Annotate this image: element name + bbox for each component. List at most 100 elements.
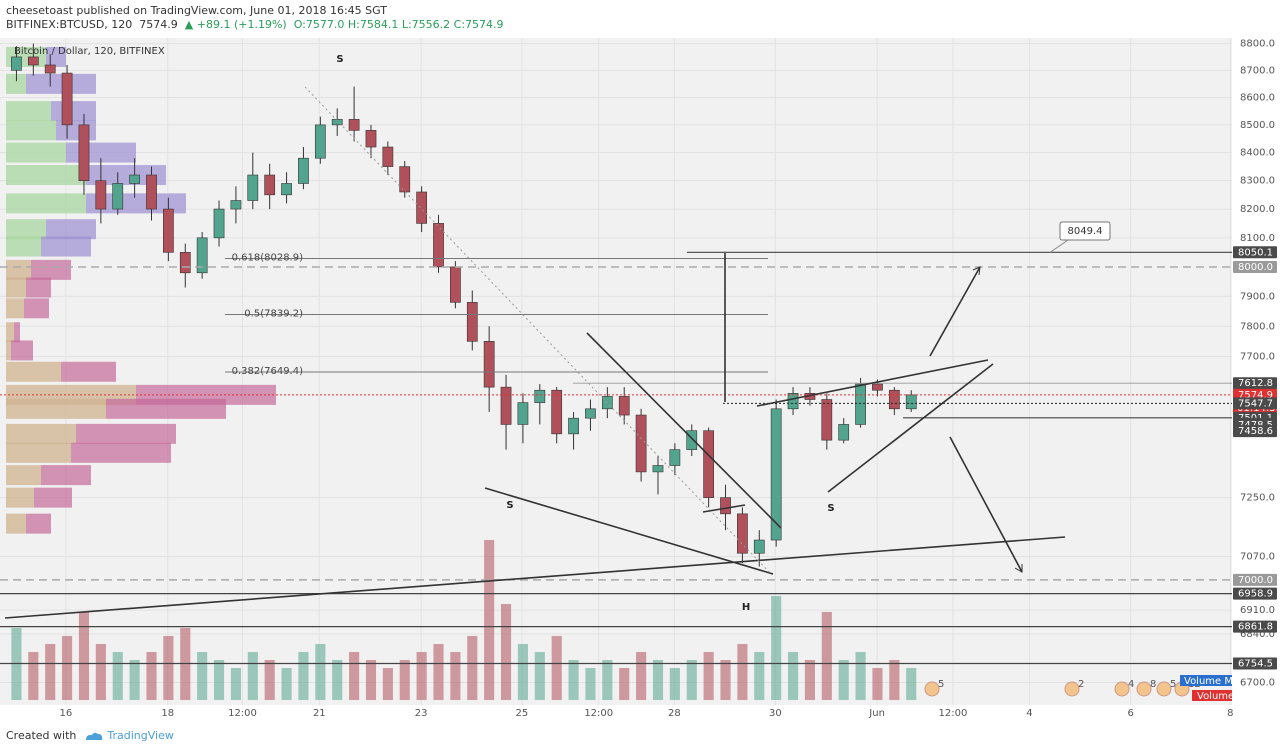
footer-created: Created with — [6, 729, 77, 742]
profile-up — [6, 465, 41, 486]
event-icon — [1136, 681, 1152, 697]
volume-bar — [45, 644, 56, 700]
profile-up — [6, 513, 26, 534]
x-tick-label: Jun — [868, 708, 885, 719]
volume-bar — [585, 668, 596, 700]
volume-bar — [230, 668, 241, 700]
candle-body — [585, 408, 596, 419]
candle-body — [298, 157, 309, 184]
candle-body — [770, 408, 782, 541]
candle-body — [601, 396, 613, 410]
price-tag-label: 6754.5 — [1238, 659, 1273, 670]
volume-bar — [146, 652, 157, 700]
event-count: 2 — [1078, 679, 1084, 690]
arrow-head — [1014, 564, 1023, 573]
volume-bar — [247, 652, 258, 700]
volume-bar — [754, 652, 765, 700]
callout-pointer — [1049, 239, 1069, 253]
profile-down — [71, 442, 171, 463]
price-tag — [1233, 246, 1277, 259]
candle-body — [872, 383, 883, 391]
candle-body — [618, 396, 630, 416]
event-icon — [1114, 681, 1130, 697]
candle-body — [163, 208, 174, 253]
volume-bar — [264, 660, 275, 700]
volume-bar — [129, 660, 140, 700]
callout-label: 8049.4 — [1068, 226, 1103, 237]
profile-up — [6, 340, 11, 361]
volume-bar — [28, 652, 39, 700]
x-tick-label: 8 — [1227, 708, 1233, 719]
volume-bar — [821, 612, 832, 700]
candle-body — [703, 430, 714, 498]
volume-bar — [906, 668, 917, 700]
volume-bar — [703, 652, 714, 700]
candle-body — [534, 389, 546, 403]
pattern-label: S — [506, 500, 513, 511]
candle-body — [787, 393, 799, 410]
volume-bar — [78, 612, 90, 700]
volume-bar — [500, 604, 512, 700]
pattern-label: H — [742, 602, 750, 613]
volume-bar — [112, 652, 123, 700]
profile-down — [34, 487, 72, 508]
price-tag — [1233, 657, 1277, 670]
price-tag — [1233, 620, 1277, 633]
y-tick-label: 8500.0 — [1240, 120, 1275, 131]
candle-body — [517, 402, 529, 425]
y-tick-label: 6840.0 — [1240, 629, 1275, 640]
x-tick-label: 18 — [161, 708, 174, 719]
trendline — [702, 504, 746, 513]
profile-down — [26, 277, 51, 298]
candle-body — [466, 302, 478, 342]
candle-body — [450, 266, 461, 303]
logo — [85, 732, 103, 740]
candle-body — [146, 174, 157, 210]
byline: cheesetoast published on TradingView.com… — [6, 4, 387, 17]
candle-body — [44, 64, 56, 74]
volume-bar — [636, 652, 647, 700]
event-count: 5 — [938, 679, 944, 690]
volume-bar — [686, 660, 697, 700]
profile-up — [6, 361, 61, 382]
price-tag — [1233, 260, 1277, 273]
event-count: 8 — [1150, 679, 1156, 690]
volume-bar — [95, 644, 106, 700]
candle-body — [551, 389, 563, 435]
profile-down — [41, 465, 91, 486]
volume-bar — [298, 652, 309, 700]
volume-bar — [787, 652, 799, 700]
candle-body — [264, 174, 276, 196]
profile-up — [6, 259, 31, 280]
volume-bar — [450, 652, 461, 700]
fib-label: 0.382(7649.4) — [232, 366, 304, 377]
event-count: 4 — [1128, 679, 1134, 690]
trendline — [756, 359, 989, 407]
trendline — [4, 536, 1066, 619]
volume-bar — [534, 652, 545, 700]
candle-body — [314, 124, 326, 159]
price-tag — [1233, 573, 1277, 586]
volume-bar — [399, 660, 410, 700]
y-tick-label: 7700.0 — [1240, 352, 1275, 363]
volume-bar — [416, 652, 427, 700]
y-tick-label: 8400.0 — [1240, 148, 1275, 159]
y-tick-label: 8700.0 — [1240, 65, 1275, 76]
candle-body — [247, 174, 259, 201]
profile-down — [86, 165, 166, 186]
profile-down — [51, 101, 96, 122]
profile-down — [41, 236, 91, 257]
y-tick-label: 7250.0 — [1240, 493, 1275, 504]
volume-bar — [669, 668, 680, 700]
profile-up — [6, 219, 46, 240]
candle-body — [61, 72, 73, 126]
profile-down — [26, 73, 96, 94]
profile-down — [46, 219, 96, 240]
vol-tag — [1192, 690, 1232, 701]
volume-bar — [720, 660, 731, 700]
volume-bar — [517, 644, 528, 700]
candle-body — [500, 386, 512, 425]
profile-up — [6, 398, 106, 419]
profile-up — [6, 165, 86, 186]
candle-body — [27, 56, 39, 66]
